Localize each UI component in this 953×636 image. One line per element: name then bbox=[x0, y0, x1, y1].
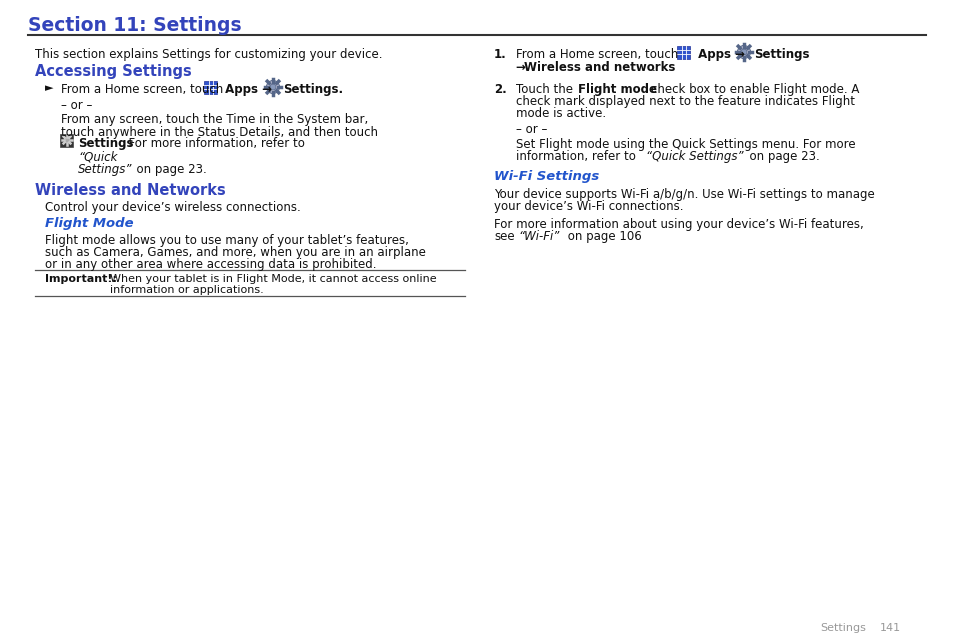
Text: Apps →: Apps → bbox=[221, 83, 272, 96]
Text: Wireless and networks: Wireless and networks bbox=[523, 61, 675, 74]
Text: “Wi-Fi”: “Wi-Fi” bbox=[517, 230, 558, 243]
Text: From a Home screen, touch: From a Home screen, touch bbox=[61, 83, 223, 96]
FancyBboxPatch shape bbox=[204, 81, 217, 93]
Text: touch anywhere in the Status Details, and then touch: touch anywhere in the Status Details, an… bbox=[61, 126, 377, 139]
Text: Settings: Settings bbox=[820, 623, 865, 633]
Text: information, refer to: information, refer to bbox=[516, 150, 636, 163]
Text: 141: 141 bbox=[879, 623, 901, 633]
FancyBboxPatch shape bbox=[677, 46, 690, 59]
Text: Apps →: Apps → bbox=[693, 48, 744, 61]
Text: check mark displayed next to the feature indicates Flight: check mark displayed next to the feature… bbox=[516, 95, 854, 108]
Text: – or –: – or – bbox=[516, 123, 547, 136]
Text: on page 23.: on page 23. bbox=[741, 150, 819, 163]
Circle shape bbox=[266, 81, 279, 93]
Text: or in any other area where accessing data is prohibited.: or in any other area where accessing dat… bbox=[45, 258, 376, 271]
Text: 1.: 1. bbox=[494, 48, 506, 61]
Text: Control your device’s wireless connections.: Control your device’s wireless connectio… bbox=[45, 201, 300, 214]
Text: 2.: 2. bbox=[494, 83, 506, 96]
Text: your device’s Wi-Fi connections.: your device’s Wi-Fi connections. bbox=[494, 200, 682, 213]
Text: .: . bbox=[651, 61, 655, 74]
Text: on page 23.: on page 23. bbox=[129, 163, 207, 176]
Text: Set Flight mode using the Quick Settings menu. For more: Set Flight mode using the Quick Settings… bbox=[516, 138, 855, 151]
Text: – or –: – or – bbox=[61, 99, 92, 112]
Text: on page 106: on page 106 bbox=[563, 230, 641, 243]
Circle shape bbox=[64, 137, 70, 143]
Text: →: → bbox=[516, 61, 530, 74]
FancyBboxPatch shape bbox=[60, 134, 73, 146]
Circle shape bbox=[270, 84, 275, 90]
Text: “Quick Settings”: “Quick Settings” bbox=[645, 150, 742, 163]
Text: Settings: Settings bbox=[753, 48, 809, 61]
Text: Accessing Settings: Accessing Settings bbox=[35, 64, 192, 79]
Text: see: see bbox=[494, 230, 514, 243]
Text: Wireless and Networks: Wireless and Networks bbox=[35, 183, 226, 198]
Text: From any screen, touch the Time in the System bar,: From any screen, touch the Time in the S… bbox=[61, 113, 368, 126]
Text: mode is active.: mode is active. bbox=[516, 107, 605, 120]
Text: check box to enable Flight mode. A: check box to enable Flight mode. A bbox=[650, 83, 859, 96]
Text: “Quick: “Quick bbox=[78, 150, 117, 163]
Circle shape bbox=[740, 49, 746, 55]
Text: Settings: Settings bbox=[78, 137, 133, 150]
Text: From a Home screen, touch: From a Home screen, touch bbox=[516, 48, 678, 61]
Text: Wi-Fi Settings: Wi-Fi Settings bbox=[494, 170, 598, 183]
Text: Section 11: Settings: Section 11: Settings bbox=[28, 16, 241, 35]
Text: Flight mode: Flight mode bbox=[578, 83, 657, 96]
Text: When your tablet is in Flight Mode, it cannot access online: When your tablet is in Flight Mode, it c… bbox=[110, 274, 436, 284]
Text: Flight Mode: Flight Mode bbox=[45, 217, 133, 230]
Text: This section explains Settings for customizing your device.: This section explains Settings for custo… bbox=[35, 48, 382, 61]
Text: Important!:: Important!: bbox=[45, 274, 117, 284]
Circle shape bbox=[737, 46, 750, 59]
Text: Settings”: Settings” bbox=[78, 163, 132, 176]
Text: For more information about using your device’s Wi-Fi features,: For more information about using your de… bbox=[494, 218, 862, 231]
Text: Your device supports Wi-Fi a/b/g/n. Use Wi-Fi settings to manage: Your device supports Wi-Fi a/b/g/n. Use … bbox=[494, 188, 874, 201]
Text: information or applications.: information or applications. bbox=[110, 285, 263, 295]
Text: . For more information, refer to: . For more information, refer to bbox=[121, 137, 305, 150]
Text: such as Camera, Games, and more, when you are in an airplane: such as Camera, Games, and more, when yo… bbox=[45, 246, 425, 259]
Text: Touch the: Touch the bbox=[516, 83, 573, 96]
Text: Settings.: Settings. bbox=[283, 83, 343, 96]
Text: ►: ► bbox=[45, 83, 53, 93]
Text: Flight mode allows you to use many of your tablet’s features,: Flight mode allows you to use many of yo… bbox=[45, 234, 409, 247]
